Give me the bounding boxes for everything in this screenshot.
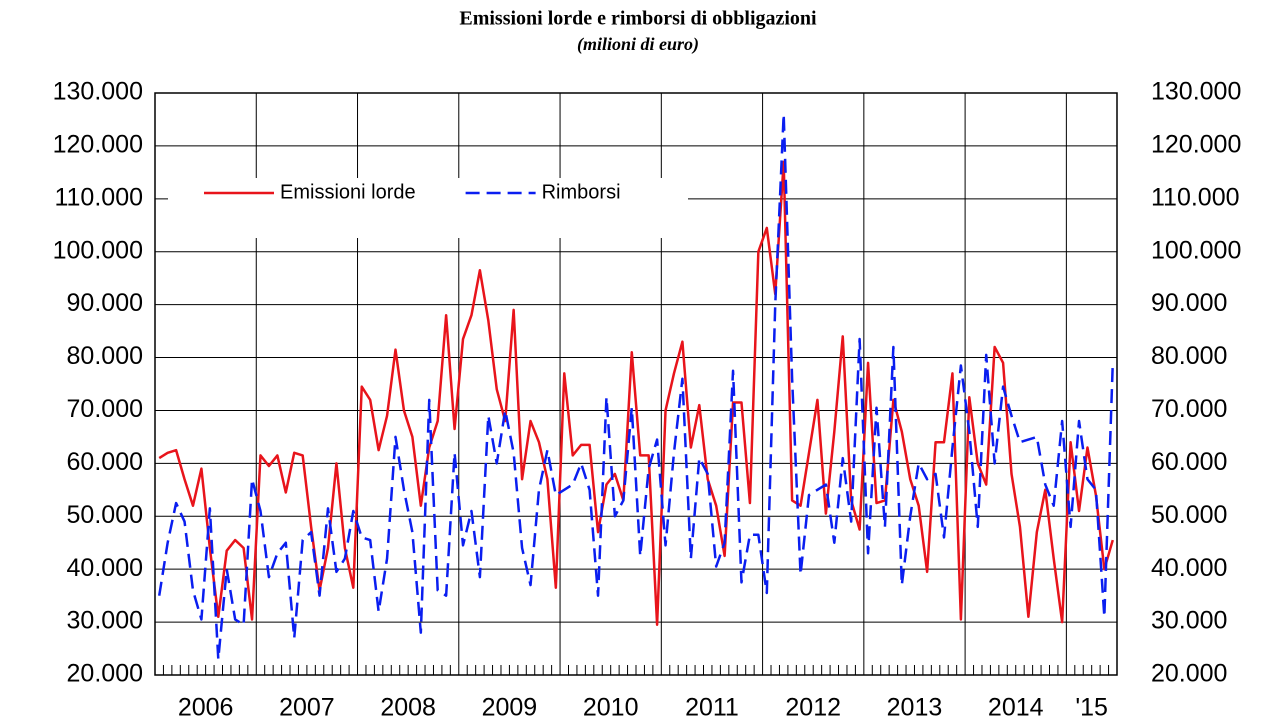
y-tick-label: 40.000	[67, 554, 143, 582]
y-tick-label: 90.000	[67, 289, 143, 317]
x-tick-label: 2012	[785, 694, 841, 722]
x-tick-label: 2010	[583, 694, 639, 722]
y2-tick-label: 130.000	[1151, 78, 1241, 106]
x-tick-label: 2007	[279, 694, 335, 722]
y-tick-label: 110.000	[54, 183, 143, 211]
y2-tick-label: 110.000	[1151, 183, 1240, 211]
x-tick-label: 2008	[380, 694, 436, 722]
x-tick-label: 2006	[178, 694, 234, 722]
y-tick-label: 50.000	[67, 501, 143, 529]
y-tick-label: 130.000	[53, 78, 143, 106]
x-tick-label: 2009	[482, 694, 538, 722]
y2-tick-label: 30.000	[1151, 607, 1227, 635]
chart-subtitle: (milioni di euro)	[577, 34, 699, 55]
series-line	[157, 112, 1115, 661]
x-tick-label: 2014	[988, 694, 1044, 722]
y-tick-label: 70.000	[67, 395, 143, 423]
y2-tick-label: 60.000	[1151, 448, 1227, 476]
y2-tick-label: 90.000	[1151, 289, 1227, 317]
y2-tick-label: 80.000	[1151, 342, 1227, 370]
y-tick-label: 20.000	[67, 660, 143, 688]
y2-tick-label: 40.000	[1151, 554, 1227, 582]
x-tick-label: 2011	[685, 694, 739, 722]
y2-tick-label: 100.000	[1151, 236, 1241, 264]
y2-tick-label: 20.000	[1151, 660, 1227, 688]
y-tick-label: 120.000	[53, 131, 143, 159]
chart-title: Emissioni lorde e rimborsi di obbligazio…	[459, 8, 817, 30]
x-tick-label: '15	[1075, 694, 1108, 722]
y-tick-label: 30.000	[67, 607, 143, 635]
y2-tick-label: 50.000	[1151, 501, 1227, 529]
legend-box	[168, 178, 688, 238]
y-tick-label: 100.000	[53, 236, 143, 264]
legend-label: Emissioni lorde	[280, 181, 416, 203]
plot-frame	[154, 92, 1118, 676]
y2-tick-label: 70.000	[1151, 395, 1227, 423]
y-tick-label: 60.000	[67, 448, 143, 476]
y2-tick-label: 120.000	[1151, 131, 1241, 159]
x-tick-label: 2013	[887, 694, 943, 722]
legend-label: Rimborsi	[542, 181, 621, 203]
y-tick-label: 80.000	[67, 342, 143, 370]
